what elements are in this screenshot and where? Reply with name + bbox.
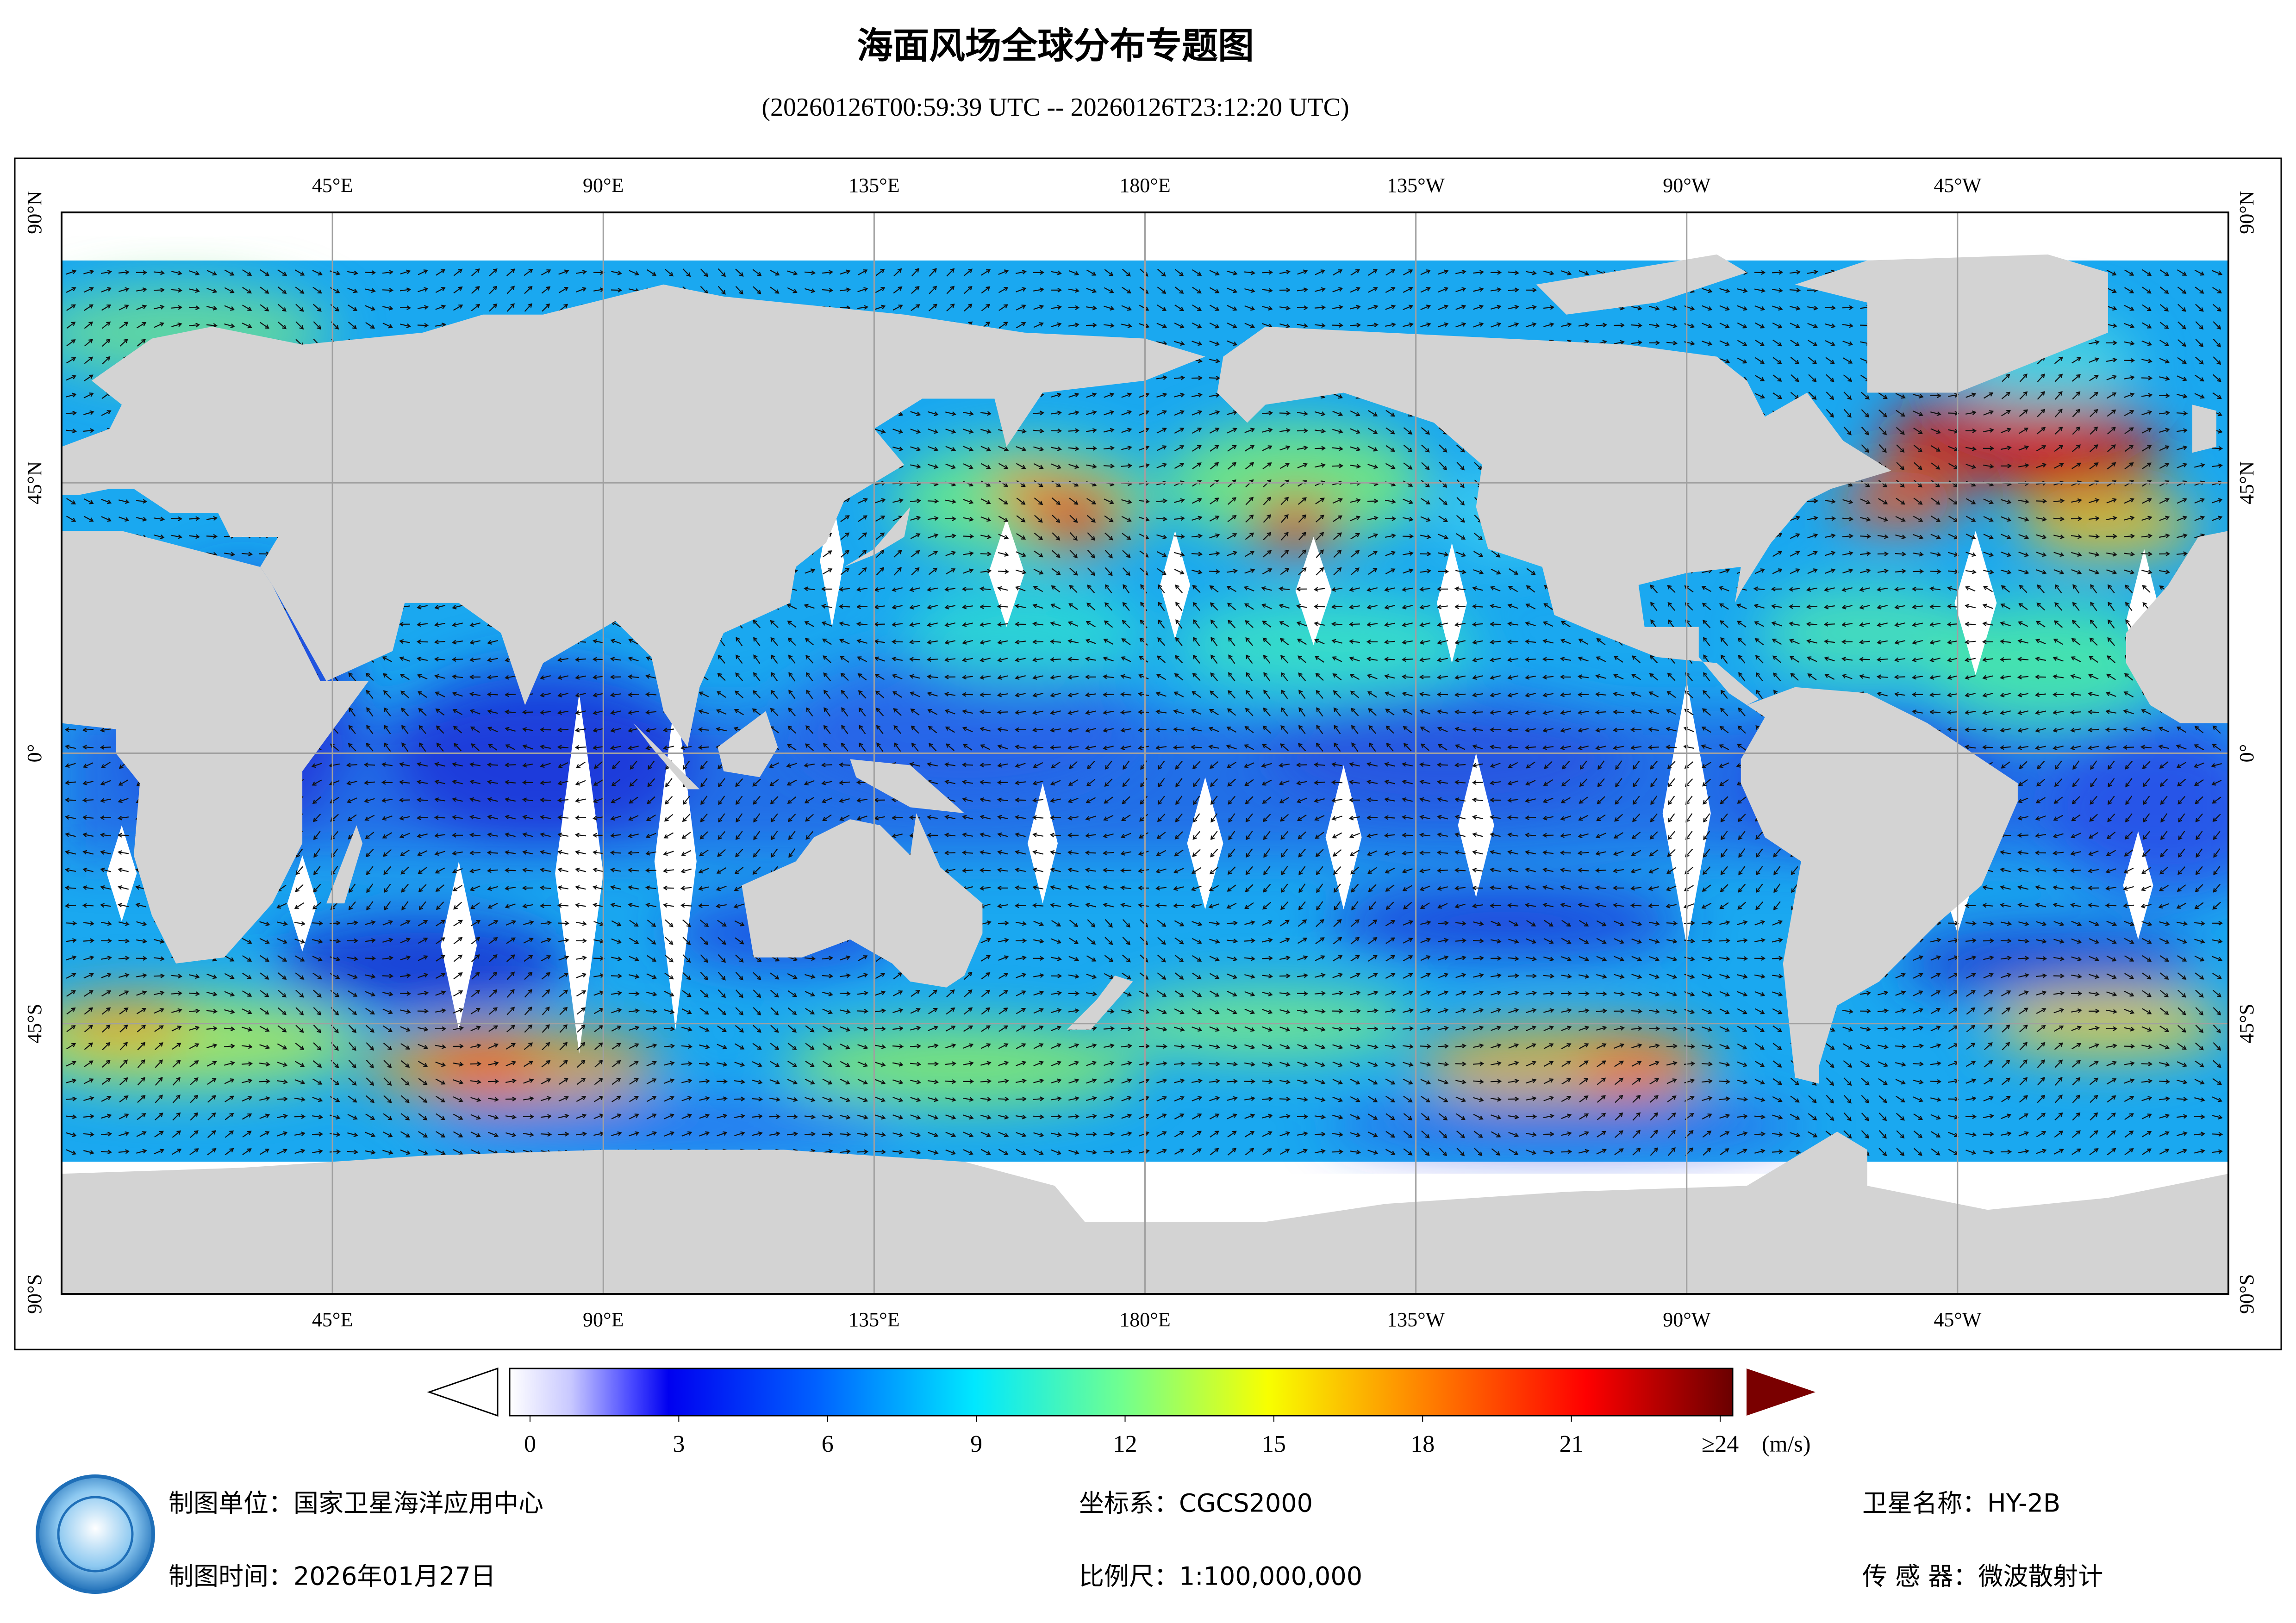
lat-label: 45°S: [23, 1004, 46, 1044]
swath-gap: [2123, 831, 2153, 939]
crs: 坐标系：CGCS2000: [1079, 1489, 1313, 1518]
colorbar-tick-label: 6: [822, 1431, 834, 1457]
swath-gap: [555, 693, 604, 1054]
land: [1741, 687, 2018, 1084]
colorbar-tick-label: 0: [524, 1431, 536, 1457]
colorbar-bar: [509, 1368, 1734, 1417]
land: [742, 813, 983, 988]
scale: 比例尺：1:100,000,000: [1079, 1562, 1362, 1591]
date: 制图时间：2026年01月27日: [168, 1562, 496, 1591]
swath-gap: [1437, 543, 1467, 663]
producer: 制图单位：国家卫星海洋应用中心: [168, 1489, 543, 1518]
wind-blob: [1993, 398, 2162, 507]
wind-blob: [784, 1023, 1145, 1108]
wind-blob: [904, 585, 1145, 681]
land: [1536, 254, 1747, 315]
lat-label: 90°N: [2235, 191, 2258, 234]
land: [844, 507, 911, 567]
swath-gap: [1027, 783, 1058, 904]
lat-label: 45°S: [2235, 1004, 2258, 1044]
wind-blob: [2017, 489, 2198, 561]
lon-label: 180°E: [1119, 174, 1170, 197]
wind-blob: [1325, 885, 1687, 958]
swath-gap: [820, 495, 844, 627]
lat-label: 90°S: [2235, 1274, 2258, 1314]
wind-blob: [423, 1041, 543, 1090]
land: [2192, 404, 2216, 453]
colorbar-tick-label: 21: [1560, 1431, 1584, 1457]
lon-label: 90°W: [1663, 174, 1711, 197]
sensor: 传 感 器：微波散射计: [1862, 1562, 2103, 1591]
wind-blob: [1325, 1101, 1807, 1150]
lon-label: 45°E: [312, 1308, 353, 1331]
swath-gap: [1187, 777, 1223, 910]
land: [633, 723, 700, 790]
colorbar-tick-label: 9: [970, 1431, 982, 1457]
lon-label: 90°E: [583, 1308, 624, 1331]
logo-circle: [36, 1474, 155, 1594]
land: [850, 759, 965, 814]
colorbar-tick-label: ≥24: [1702, 1431, 1739, 1457]
swath-gap: [1160, 531, 1190, 639]
map-frame: [14, 157, 2282, 1350]
wind-blob: [423, 1101, 905, 1150]
swath-gap: [441, 861, 477, 1030]
swath-gap: [1458, 753, 1494, 898]
satellite: 卫星名称：HY-2B: [1862, 1489, 2060, 1518]
land: [1795, 254, 2108, 393]
wind-blob: [272, 915, 574, 1012]
colorbar-tick-label: 3: [673, 1431, 685, 1457]
lon-label: 45°W: [1934, 1308, 1982, 1331]
lon-label: 135°W: [1387, 1308, 1445, 1331]
logo: [36, 1474, 155, 1594]
map-layer: [62, 211, 2228, 1295]
lat-label: 45°N: [2235, 461, 2258, 504]
lon-label: 135°E: [849, 174, 899, 197]
lon-label: 45°W: [1934, 174, 1982, 197]
wind-blob: [1897, 927, 2198, 1000]
swath-gap: [1295, 537, 1332, 645]
land: [1067, 975, 1133, 1030]
land: [2126, 531, 2228, 723]
colorbar-tick-label: 15: [1262, 1431, 1286, 1457]
swath-gap: [106, 825, 137, 921]
land: [1217, 326, 1891, 705]
lat-label: 0°: [23, 744, 46, 763]
logo-ring: [57, 1496, 134, 1573]
wind-blob: [1759, 585, 1976, 681]
lon-label: 90°E: [583, 174, 624, 197]
colorbar: 0 3 6 9 12 15 18 21 ≥24 (m/s): [427, 1367, 1816, 1457]
land: [718, 711, 778, 777]
land: [62, 531, 369, 964]
lon-label: 45°E: [312, 174, 353, 197]
wind-blob: [2048, 729, 2228, 898]
lat-label: 90°S: [23, 1274, 46, 1314]
lon-label: 90°W: [1663, 1308, 1711, 1331]
colorbar-tick-label: 18: [1410, 1431, 1435, 1457]
colorbar-tick-label: 12: [1113, 1431, 1137, 1457]
title: 海面风场全球分布专题图: [857, 25, 1254, 67]
colorbar-max-arrow: [1747, 1368, 1816, 1416]
lat-label: 0°: [2235, 744, 2258, 763]
lat-label: 90°N: [23, 191, 46, 234]
lat-label: 45°N: [23, 461, 46, 504]
land: [326, 825, 363, 904]
wind-blob: [1247, 495, 1344, 555]
swath-gap: [1954, 531, 1997, 675]
lon-label: 180°E: [1119, 1308, 1170, 1331]
wind-blob: [1837, 471, 1958, 531]
wind-blob: [988, 465, 1061, 513]
subtitle: (20260126T00:59:39 UTC -- 20260126T23:12…: [761, 93, 1349, 122]
colorbar-unit: (m/s): [1762, 1430, 1811, 1456]
lon-label: 135°W: [1387, 174, 1445, 197]
lon-label: 135°E: [849, 1308, 899, 1331]
wind-blob: [1578, 1041, 1699, 1090]
wind-blob: [1175, 597, 1476, 693]
colorbar-min-arrow: [427, 1367, 499, 1417]
map-border: [61, 211, 2229, 1295]
land: [62, 284, 1205, 747]
